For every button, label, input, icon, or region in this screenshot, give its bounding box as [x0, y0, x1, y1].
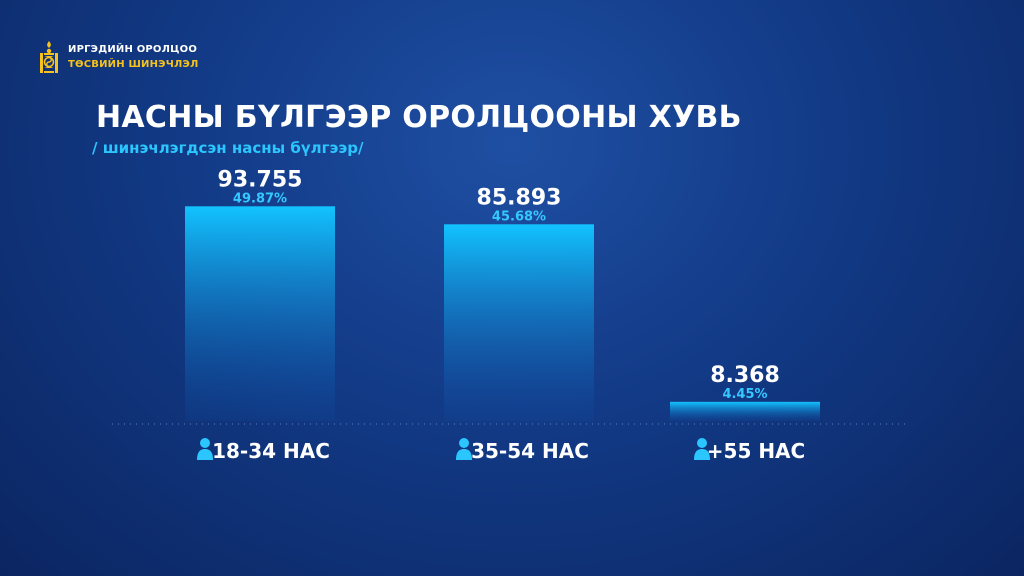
- percent-label-2: 45.68%: [492, 209, 546, 224]
- bar-1: [185, 206, 335, 421]
- bar-3: [670, 401, 820, 421]
- percent-label-1: 49.87%: [233, 191, 287, 206]
- bar-2: [444, 224, 594, 421]
- value-label-3: 8.368: [710, 363, 780, 388]
- category-label-2: 35-54 НАС: [471, 439, 589, 463]
- chart-subtitle: / шинэчлэгдсэн насны бүлгээр/: [92, 139, 364, 157]
- value-label-1: 93.755: [218, 167, 303, 192]
- person-icon: [694, 438, 710, 460]
- logo-subtitle: ТӨСВИЙН ШИНЭЧЛЭЛ: [68, 59, 199, 70]
- person-icon: [456, 438, 472, 460]
- person-icon: [197, 438, 213, 460]
- soyombo-icon: [40, 41, 58, 73]
- chart-title: НАСНЫ БҮЛГЭЭР ОРОЛЦООНЫ ХУВЬ: [96, 100, 742, 135]
- logo: ИРГЭДИЙН ОРОЛЦОО ТӨСВИЙН ШИНЭЧЛЭЛ: [38, 40, 199, 74]
- percent-label-3: 4.45%: [722, 387, 767, 402]
- category-label-3: +55 НАС: [707, 439, 805, 463]
- logo-title: ИРГЭДИЙН ОРОЛЦОО: [68, 44, 198, 55]
- value-label-2: 85.893: [477, 185, 562, 210]
- category-label-1: 18-34 НАС: [212, 439, 330, 463]
